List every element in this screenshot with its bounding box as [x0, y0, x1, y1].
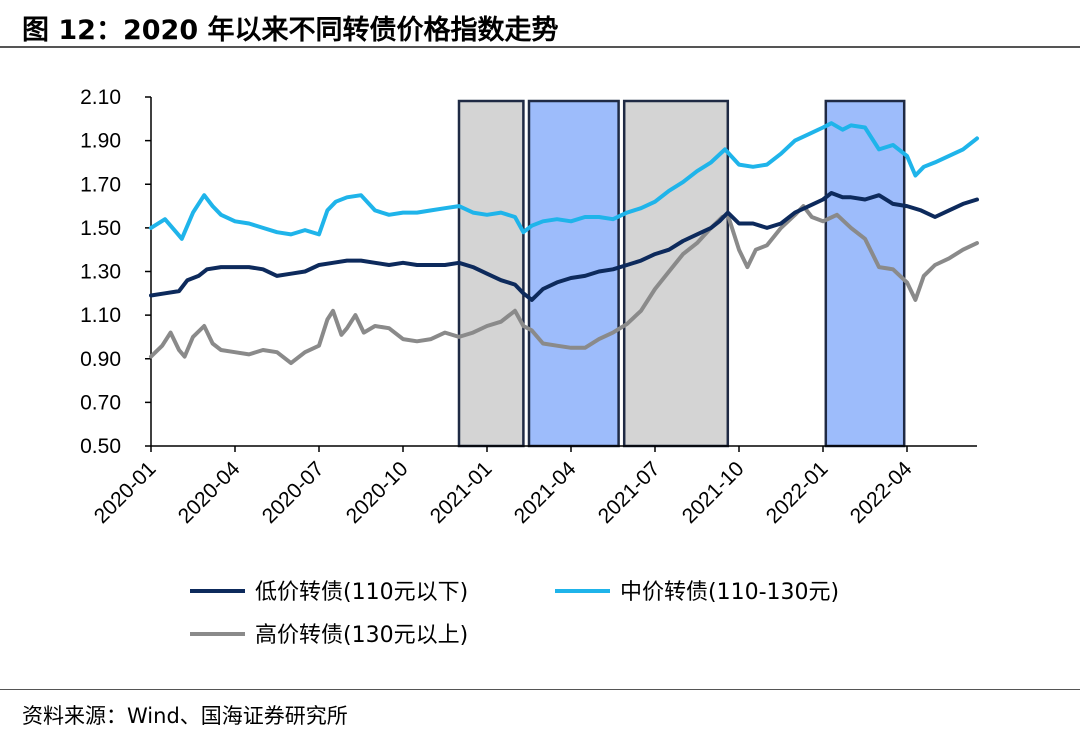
- footer-divider: [0, 689, 1080, 690]
- shaded-periods: [457, 99, 906, 448]
- series-lines: [149, 121, 979, 366]
- y-tick-label: 0.70: [80, 391, 121, 414]
- chart-title: 图 12：2020 年以来不同转债价格指数走势: [22, 15, 559, 46]
- series-line-mid: [149, 121, 979, 241]
- legend-label-high: 高价转债(130元以上): [255, 623, 468, 648]
- y-tick-label: 2.10: [80, 86, 121, 109]
- y-tick-label: 0.50: [80, 435, 121, 458]
- x-tick-label: 2021-10: [678, 457, 749, 528]
- x-tick-label: 2020-04: [174, 457, 245, 528]
- y-axis: 0.50 0.70 0.90 1.10 1.30 1.50 1.70 1.90 2.10: [80, 86, 152, 458]
- x-tick-label: 2022-04: [846, 457, 917, 528]
- source-note: 资料来源：Wind、国海证券研究所: [22, 704, 348, 728]
- x-tick-label: 2021-04: [510, 457, 581, 528]
- y-tick-label: 1.90: [80, 130, 121, 153]
- legend-label-mid: 中价转债(110-130元): [620, 580, 839, 605]
- y-tick-label: 0.90: [80, 348, 121, 371]
- shaded-period-2: [527, 99, 620, 448]
- legend-label-low: 低价转债(110元以下): [255, 580, 468, 605]
- y-tick-label: 1.10: [80, 304, 121, 327]
- series-line-low: [149, 191, 979, 302]
- x-tick-label: 2021-01: [426, 457, 497, 528]
- shaded-period-3: [622, 99, 730, 448]
- shaded-period-4: [824, 99, 906, 448]
- title-divider: [0, 46, 1080, 48]
- x-tick-label: 2020-01: [90, 457, 161, 528]
- x-tick-label: 2020-10: [342, 457, 413, 528]
- y-tick-label: 1.70: [80, 173, 121, 196]
- series-line-high: [149, 204, 979, 366]
- line-chart: 0.50 0.70 0.90 1.10 1.30 1.50 1.70 1.90 2.10 202…: [80, 86, 979, 648]
- y-tick-label: 1.30: [80, 261, 121, 284]
- x-axis: 2020-01 2020-04 2020-07 2020-10 2021-01 2021-…: [90, 445, 977, 528]
- legend: 低价转债(110元以下) 中价转债(110-130元) 高价转债(130元以上): [190, 580, 839, 648]
- x-tick-label: 2020-07: [258, 457, 329, 528]
- y-tick-label: 1.50: [80, 217, 121, 240]
- x-tick-label: 2021-07: [594, 457, 665, 528]
- x-tick-label: 2022-01: [762, 457, 833, 528]
